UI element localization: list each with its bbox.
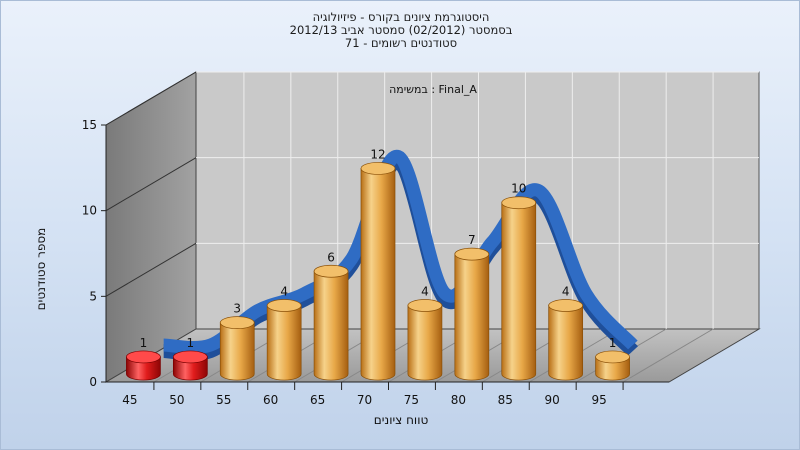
bar-value-label: 1	[140, 336, 148, 350]
bar-70	[360, 162, 396, 381]
x-tick-label: 70	[357, 393, 372, 407]
bar-value-label: 10	[511, 182, 526, 196]
bar-value-label: 4	[562, 285, 570, 299]
bar-top	[407, 299, 443, 312]
bar-top	[266, 299, 302, 312]
bar-value-label: 4	[421, 285, 429, 299]
y-tick-label: 5	[89, 289, 97, 303]
side-wall	[105, 71, 197, 383]
bar-top	[313, 264, 349, 278]
bar-top	[595, 350, 630, 364]
bar-top	[172, 350, 208, 364]
bar-value-label: 7	[468, 233, 476, 247]
x-tick-label: 90	[545, 393, 560, 407]
bar-65	[313, 264, 349, 381]
x-tick-label: 75	[404, 393, 419, 407]
bar-body	[595, 356, 630, 381]
bar-55	[219, 316, 255, 381]
distribution-curve	[163, 150, 638, 355]
bar-top	[219, 316, 255, 329]
bar-body	[219, 322, 255, 381]
bar-top	[548, 299, 584, 312]
bar-body	[454, 253, 490, 381]
side-gridline	[105, 242, 197, 297]
bar-95	[595, 350, 630, 381]
x-tick-label: 65	[310, 393, 325, 407]
y-tick-label: 10	[82, 204, 97, 218]
x-axis-title: טווח ציונים	[373, 413, 429, 427]
bar-body	[407, 305, 443, 381]
x-tick-label: 55	[216, 393, 231, 407]
bar-value-label: 12	[370, 147, 385, 161]
floor-gridline	[622, 328, 714, 383]
bar-value-label: 3	[233, 302, 241, 316]
bar-45	[126, 350, 161, 381]
bar-value-label: 6	[327, 250, 335, 264]
x-tick-label: 95	[591, 393, 606, 407]
side-gridline	[105, 71, 197, 126]
bar-body	[360, 168, 396, 381]
bar-80	[454, 247, 490, 381]
chart-title-line-1: היסטוגרמת ציונים בקורס - פיזיולוגיה	[312, 10, 490, 24]
bar-value-label: 1	[187, 336, 195, 350]
x-tick-label: 85	[498, 393, 513, 407]
bar-body	[548, 305, 584, 381]
bar-value-label: 1	[609, 336, 617, 350]
bar-body	[126, 356, 161, 381]
side-gridline	[105, 157, 197, 212]
x-tick-label: 80	[451, 393, 466, 407]
bar-body	[172, 356, 208, 381]
bar-90	[548, 299, 584, 381]
task-annotation: במשימה : Final_A	[389, 83, 477, 96]
bar-top	[360, 162, 396, 175]
bar-body	[313, 270, 349, 381]
x-tick-label: 50	[169, 393, 184, 407]
bar-body	[266, 305, 302, 381]
chart-title-line-2: בסמסטר (02/2012) סמסטר אביב 2012/13	[289, 23, 513, 37]
bar-top	[454, 247, 490, 261]
y-tick-label: 15	[82, 118, 97, 132]
bar-value-label: 4	[280, 285, 288, 299]
bar-top	[126, 350, 161, 364]
y-tick-label: 0	[89, 375, 97, 389]
y-axis-title: מספר סטודנטים	[34, 227, 48, 311]
bar-85	[501, 196, 537, 381]
x-tick-label: 45	[122, 393, 137, 407]
chart-title-line-3: סטודנטים רשומים - 71	[344, 36, 458, 50]
bar-top	[501, 196, 537, 210]
bar-body	[501, 202, 537, 381]
x-tick-label: 60	[263, 393, 278, 407]
bar-75	[407, 299, 443, 381]
bar-50	[172, 350, 208, 381]
bar-60	[266, 299, 302, 381]
